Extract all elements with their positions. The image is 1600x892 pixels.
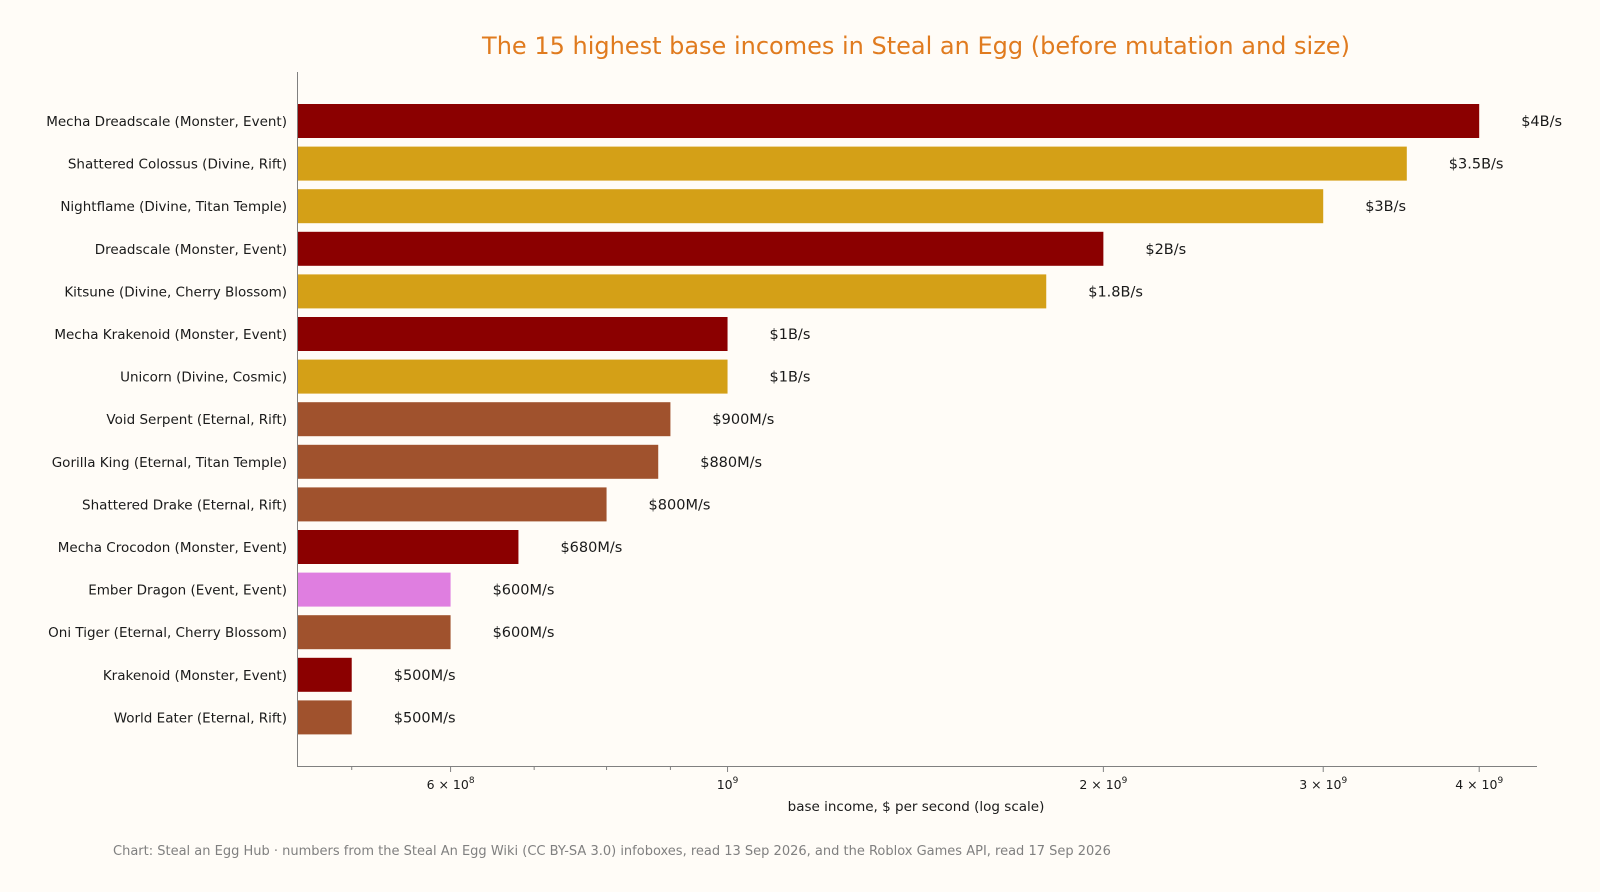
y-tick-label: Krakenoid (Monster, Event) <box>103 668 287 684</box>
bars-group <box>297 104 1480 735</box>
bar <box>297 402 671 437</box>
y-tick-labels: Mecha Dreadscale (Monster, Event) Shatter… <box>46 114 287 726</box>
chart-credit: Chart: Steal an Egg Hub · numbers from t… <box>113 844 1111 859</box>
bar <box>297 359 728 394</box>
data-label: $600M/s <box>493 583 555 599</box>
bar <box>297 104 1480 138</box>
bar <box>297 317 728 351</box>
data-label: $1B/s <box>770 327 811 343</box>
chart-title: The 15 highest base incomes in Steal an … <box>481 32 1350 60</box>
y-tick-label: Nightflame (Divine, Titan Temple) <box>60 199 287 215</box>
bar <box>297 444 659 479</box>
y-tick-label: Void Serpent (Eternal, Rift) <box>106 412 287 428</box>
y-tick-label: Ember Dragon (Event, Event) <box>88 583 287 599</box>
x-tick-label: 2 × 109 <box>1079 776 1127 792</box>
x-tick-label: 4 × 109 <box>1455 776 1503 792</box>
data-label: $900M/s <box>712 412 774 428</box>
x-tick-label: 3 × 109 <box>1299 776 1347 792</box>
bar <box>297 487 607 522</box>
data-label: $1B/s <box>770 370 811 386</box>
bar <box>297 657 352 692</box>
bar <box>297 231 1104 266</box>
data-label: $600M/s <box>493 625 555 641</box>
y-tick-label: World Eater (Eternal, Rift) <box>114 710 287 726</box>
y-tick-label: Shattered Colossus (Divine, Rift) <box>68 157 287 173</box>
y-tick-label: Oni Tiger (Eternal, Cherry Blossom) <box>48 625 287 641</box>
data-label: $2B/s <box>1145 242 1186 258</box>
data-label: $4B/s <box>1521 114 1562 130</box>
x-ticks: 6 × 108 109 2 × 109 3 × 109 4 × 109 <box>351 767 1503 792</box>
data-label: $500M/s <box>394 668 456 684</box>
y-tick-label: Mecha Crocodon (Monster, Event) <box>58 540 287 556</box>
data-label: $3.5B/s <box>1449 157 1504 173</box>
data-label: $3B/s <box>1365 199 1406 215</box>
x-axis-label: base income, $ per second (log scale) <box>788 799 1045 815</box>
bar <box>297 700 352 735</box>
data-label: $800M/s <box>649 497 711 513</box>
data-label: $680M/s <box>560 540 622 556</box>
y-tick-label: Mecha Dreadscale (Monster, Event) <box>46 114 287 130</box>
y-tick-label: Gorilla King (Eternal, Titan Temple) <box>52 455 287 471</box>
bar <box>297 189 1324 224</box>
y-tick-label: Shattered Drake (Eternal, Rift) <box>82 497 287 513</box>
data-label: $500M/s <box>394 710 456 726</box>
bar <box>297 146 1407 181</box>
x-tick-label: 6 × 108 <box>427 776 475 792</box>
data-label: $1.8B/s <box>1088 284 1143 300</box>
bar <box>297 615 451 650</box>
data-label: $880M/s <box>700 455 762 471</box>
bar <box>297 274 1047 309</box>
y-tick-label: Unicorn (Divine, Cosmic) <box>120 370 287 386</box>
y-tick-label: Dreadscale (Monster, Event) <box>95 242 287 258</box>
data-labels: $4B/s $3.5B/s $3B/s $2B/s $1.8B/s $1B/s $1B/s $… <box>394 114 1562 726</box>
y-tick-label: Mecha Krakenoid (Monster, Event) <box>54 327 287 343</box>
bar <box>297 572 451 607</box>
bar <box>297 530 519 564</box>
y-tick-label: Kitsune (Divine, Cherry Blossom) <box>64 284 287 300</box>
x-tick-label: 109 <box>717 776 739 792</box>
